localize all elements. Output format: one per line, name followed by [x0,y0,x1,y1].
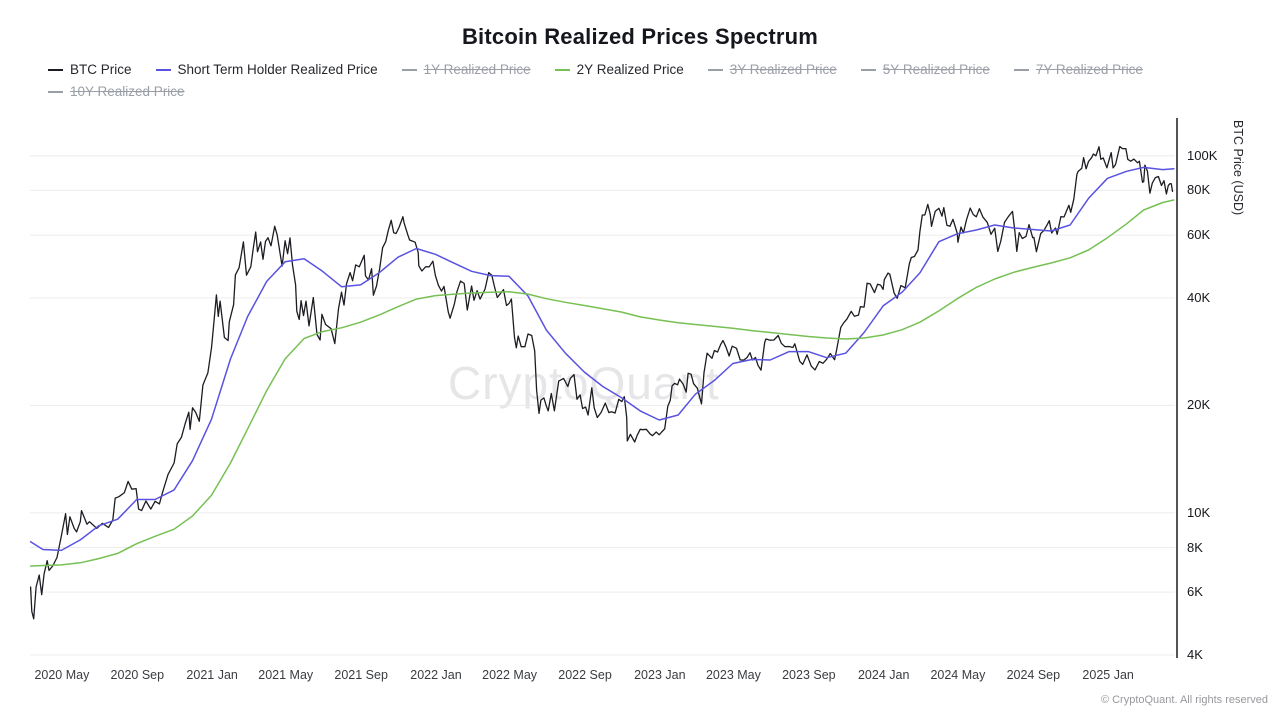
y-axis-tick-label: 10K [1187,504,1211,520]
x-axis-tick-label: 2022 May [482,668,538,682]
legend-swatch-icon [155,68,171,71]
legend-swatch-icon [860,68,876,71]
y-axis-title-text: BTC Price (USD) [1231,120,1245,216]
legend-item-1y-realized-price[interactable]: 1Y Realized Price [401,62,531,77]
y-axis-tick-label: 8K [1187,539,1203,555]
x-axis-tick-label: 2025 Jan [1082,668,1134,682]
chart-title: Bitcoin Realized Prices Spectrum [461,24,819,49]
watermark: CryptoQuant [448,357,720,409]
legend-item-2y-realized-price[interactable]: 2Y Realized Price [554,62,684,77]
legend-label: 10Y Realized Price [70,84,185,99]
x-axis-tick-label: 2022 Jan [410,668,462,682]
legend-item-10y-realized-price[interactable]: 10Y Realized Price [48,84,185,99]
x-axis-tick-label: 2024 Sep [1006,668,1061,682]
legend-swatch-icon [1013,68,1029,71]
copyright-note: © CryptoQuant. All rights reserved [1100,694,1268,706]
y-axis-tick-label: 60K [1187,227,1211,243]
series-line-btc-price [29,145,1174,620]
legend-item-btc-price[interactable]: BTC Price [48,62,132,77]
legend-label: BTC Price [70,62,132,77]
legend-label: 5Y Realized Price [882,62,990,77]
legend-label: 1Y Realized Price [423,62,531,77]
x-axis-tick-label: 2024 Jan [857,668,910,682]
legend-label: Short Term Holder Realized Price [177,62,378,77]
x-axis-tick-label: 2021 Sep [334,668,388,682]
x-axis-tick-label: 2023 May [705,668,761,682]
series-line-short-term-holder-realized-price [29,166,1175,552]
y-axis-title: BTC Price (USD) [1231,120,1245,655]
x-axis-tick-label: 2021 May [258,668,314,682]
y-axis-tick-label: 4K [1187,647,1203,662]
x-axis-tick-label: 2024 May [930,668,986,682]
legend-swatch-icon [48,68,63,71]
x-axis-tick-label: 2022 Sep [558,668,612,682]
legend-item-5y-realized-price[interactable]: 5Y Realized Price [860,62,990,77]
legend-swatch-icon [401,68,417,71]
legend-swatch-icon [707,68,723,71]
x-axis-tick-label: 2023 Jan [634,668,686,682]
series-line-2y-realized-price [29,199,1175,567]
legend-label: 2Y Realized Price [576,62,684,77]
legend: BTC Price Short Term Holder Realized Pric… [48,62,1248,99]
legend-label: 3Y Realized Price [729,62,837,77]
legend-item-3y-realized-price[interactable]: 3Y Realized Price [707,62,837,77]
y-axis-tick-label: 100K [1187,147,1218,163]
legend-label: 7Y Realized Price [1035,62,1143,77]
legend-item-7y-realized-price[interactable]: 7Y Realized Price [1013,62,1143,77]
x-axis-tick-label: 2021 Jan [186,668,238,682]
x-axis-tick-label: 2023 Sep [782,668,836,682]
legend-swatch-icon [48,90,63,93]
legend-swatch-icon [554,68,570,71]
y-axis-tick-label: 40K [1187,289,1211,305]
x-axis-tick-label: 2020 Sep [110,668,165,682]
legend-item-short-term-holder-realized-price[interactable]: Short Term Holder Realized Price [155,62,378,77]
y-axis-tick-label: 6K [1187,584,1203,600]
y-axis-tick-label: 20K [1187,397,1211,413]
y-axis-tick-label: 80K [1187,182,1211,198]
x-axis-tick-label: 2020 May [34,668,90,682]
